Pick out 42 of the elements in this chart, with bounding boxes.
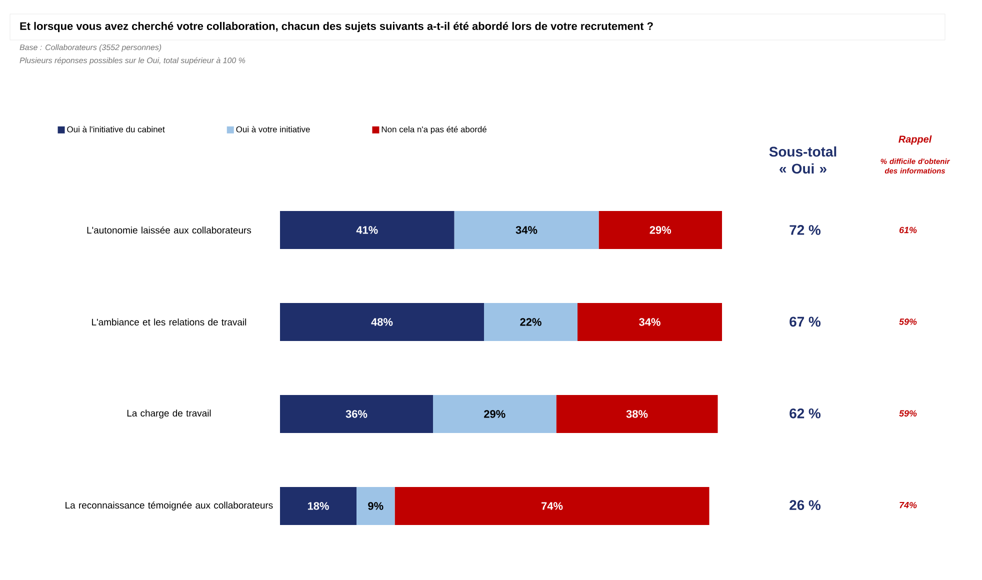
bar: [598, 211, 722, 249]
y-tick-label: La reconnaissance témoignée aux collaborateurs: [66, 502, 273, 510]
y-tick-label: L'autonomie laissée aux collaborateurs: [87, 226, 252, 234]
bar: [484, 303, 578, 342]
y-tick-label: L'ambiance et les relations de travail: [92, 318, 246, 326]
bar: [433, 395, 556, 434]
text: 59%: [899, 410, 917, 417]
legend-label: Oui à votre initiative: [236, 126, 310, 132]
data-label: 38%: [626, 410, 648, 418]
data-label: 74%: [542, 502, 563, 510]
y-tick-label: La charge de travail: [127, 410, 211, 418]
bar: [578, 303, 722, 342]
bar: [280, 211, 454, 249]
chart-title: Et lorsque vous avez cherché votre collaboration, chacun des sujets suivants a-t-il été abordé lors de votre recrutement ?: [20, 22, 653, 32]
text: 26 %: [790, 500, 821, 510]
bar: [280, 487, 356, 526]
text: 61%: [899, 226, 917, 234]
data-label: 18%: [308, 502, 329, 510]
bar: [356, 487, 395, 526]
text: 59%: [899, 318, 917, 325]
data-label: 48%: [371, 318, 393, 326]
data-label: 34%: [516, 226, 538, 234]
text: Rappel: [898, 135, 932, 145]
bar: [280, 303, 484, 342]
text: 67 %: [790, 316, 821, 327]
text: 72 %: [790, 225, 821, 235]
text: 74%: [900, 502, 917, 508]
legend-label: Oui à l'initiative du cabinet: [67, 126, 165, 132]
bar: [280, 395, 434, 434]
text: Sous-total « Oui »: [769, 146, 836, 174]
legend-label: Non cela n'a pas été abordé: [382, 126, 486, 134]
data-label: 29%: [650, 226, 672, 234]
text: 62 %: [790, 408, 821, 418]
data-label: 22%: [520, 318, 542, 326]
data-label: 9%: [368, 502, 384, 510]
data-label: 34%: [639, 318, 660, 326]
data-label: 36%: [346, 410, 368, 418]
data-label: 29%: [484, 410, 506, 418]
bar: [394, 487, 710, 526]
bar: [454, 211, 599, 249]
data-label: 41%: [356, 226, 378, 234]
bar: [556, 395, 718, 434]
